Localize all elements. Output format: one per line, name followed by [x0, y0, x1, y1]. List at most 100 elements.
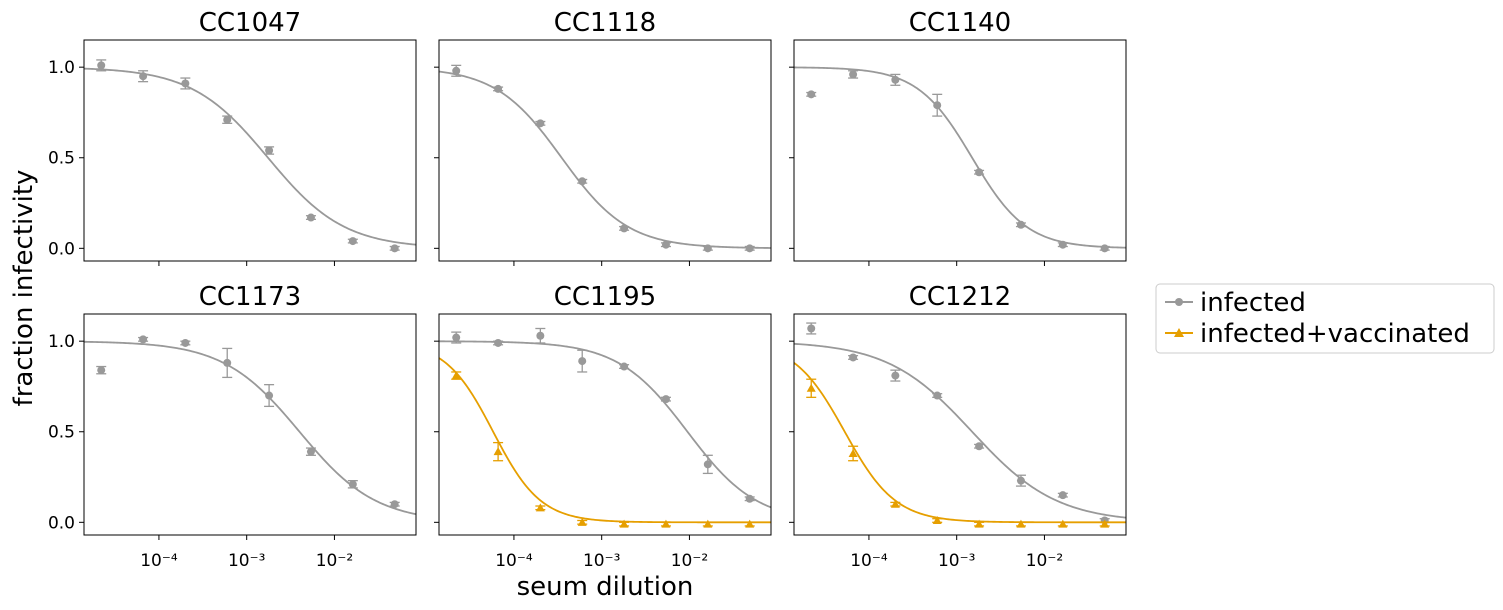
series-infected-point	[139, 335, 148, 344]
series-infected-point	[348, 480, 357, 489]
series-infected-point	[223, 115, 232, 124]
legend-label-vaccinated: infected+vaccinated	[1200, 319, 1470, 349]
x-tick-label: 10⁻⁴	[140, 551, 178, 571]
plot-area	[439, 64, 771, 253]
x-tick-label: 10⁻⁴	[850, 551, 888, 571]
panel-frame	[438, 313, 772, 536]
series-infected-vaccinated-point	[535, 503, 545, 512]
series-infected-point	[536, 119, 545, 128]
series-infected-point	[139, 72, 148, 81]
series-infected-vaccinated-fit-curve	[794, 362, 1126, 524]
series-infected-point	[306, 213, 315, 222]
series-infected-vaccinated-point	[1058, 519, 1068, 528]
series-infected-point	[1016, 476, 1025, 485]
panel-frame	[793, 39, 1127, 262]
panel-cc1047: CC1047 0.0 0.5 1.0	[48, 8, 417, 266]
panel-frame	[793, 313, 1127, 536]
series-infected-point	[1016, 220, 1025, 229]
series-infected-point	[745, 494, 754, 503]
series-infected-point	[1058, 240, 1067, 249]
series-infected-vaccinated-fit-curve	[439, 357, 771, 524]
series-infected-vaccinated-point	[661, 519, 671, 528]
legend: infected infected+vaccinated	[1155, 283, 1495, 354]
series-infected-point	[703, 460, 712, 469]
series-infected-point	[933, 101, 942, 110]
series-infected-point	[975, 442, 984, 451]
series-infected-point	[578, 177, 587, 186]
legend-marker-vaccinated	[1174, 328, 1184, 337]
plot-area	[794, 322, 1126, 528]
legend-marker-infected	[1175, 298, 1183, 306]
series-infected-point	[265, 391, 274, 400]
series-infected-point	[452, 333, 461, 342]
panel-cc1118: CC1118	[434, 8, 772, 266]
panel-frame	[83, 39, 417, 262]
series-infected-vaccinated-point	[974, 519, 984, 528]
series-infected-point	[807, 324, 816, 333]
series-infected-point	[1100, 244, 1109, 253]
plot-area	[439, 327, 771, 528]
y-tick-label: 0.5	[48, 149, 75, 169]
series-infected-point	[1058, 491, 1067, 500]
series-infected-point	[390, 500, 399, 509]
series-infected-point	[265, 146, 274, 155]
x-tick-label: 10⁻²	[671, 551, 708, 571]
series-infected-point	[933, 391, 942, 400]
series-infected-fit-curve	[84, 340, 416, 516]
panel-cc1195: CC1195 10⁻⁴ 10⁻³ 10⁻²	[434, 282, 772, 571]
series-infected-point	[390, 244, 399, 253]
series-infected-point	[703, 244, 712, 253]
series-infected-point	[661, 240, 670, 249]
series-infected-point	[536, 331, 545, 340]
series-infected-point	[620, 224, 629, 233]
series-infected-vaccinated-point	[451, 371, 461, 380]
series-infected-vaccinated-point	[1100, 519, 1110, 528]
series-infected-point	[891, 371, 900, 380]
series-infected-vaccinated-point	[806, 383, 816, 392]
x-tick-label: 10⁻²	[1026, 551, 1063, 571]
plot-area	[794, 66, 1126, 253]
x-tick-label: 10⁻⁴	[495, 551, 533, 571]
legend-label-infected: infected	[1200, 288, 1306, 318]
series-infected-point	[807, 90, 816, 99]
panel-title: CC1173	[199, 282, 301, 312]
series-infected-point	[494, 338, 503, 347]
series-infected-point	[891, 75, 900, 84]
series-infected-point	[849, 353, 858, 362]
series-infected-point	[97, 61, 106, 70]
series-infected-vaccinated-point	[493, 447, 503, 456]
series-infected-point	[578, 357, 587, 366]
panel-cc1173: CC1173 0.0 0.5 1.0 10⁻⁴ 10⁻³ 10⁻²	[48, 282, 417, 571]
series-infected-point	[494, 84, 503, 93]
series-infected-vaccinated-point	[890, 499, 900, 508]
x-tick-label: 10⁻³	[228, 551, 265, 571]
panel-cc1140: CC1140	[789, 8, 1127, 266]
series-infected-point	[620, 362, 629, 371]
plot-area	[84, 59, 416, 253]
figure-xlabel: seum dilution	[517, 572, 694, 602]
panel-title: CC1118	[554, 8, 656, 38]
panel-title: CC1195	[554, 282, 656, 312]
series-infected-fit-curve	[84, 67, 416, 246]
panel-title: CC1047	[199, 8, 301, 38]
series-infected-point	[849, 70, 858, 79]
y-tick-label: 1.0	[48, 58, 75, 78]
x-tick-label: 10⁻³	[938, 551, 975, 571]
x-tick-label: 10⁻³	[583, 551, 620, 571]
series-infected-point	[975, 168, 984, 177]
series-infected-vaccinated-point	[619, 519, 629, 528]
series-infected-point	[348, 237, 357, 246]
panels-group: CC1047 0.0 0.5 1.0 CC1118 CC1140 CC1173 0.0 0.5 1…	[48, 8, 1127, 571]
series-infected-point	[181, 79, 190, 88]
figure-ylabel: fraction infectivity	[9, 170, 39, 407]
series-infected-vaccinated-point	[932, 516, 942, 525]
panel-frame	[438, 39, 772, 262]
y-tick-label: 0.0	[48, 513, 75, 533]
series-infected-point	[223, 358, 232, 367]
y-tick-label: 0.5	[48, 423, 75, 443]
series-infected-fit-curve	[794, 342, 1126, 519]
series-infected-vaccinated-point	[848, 448, 858, 457]
legend-frame	[1155, 283, 1495, 354]
y-tick-label: 0.0	[48, 239, 75, 259]
